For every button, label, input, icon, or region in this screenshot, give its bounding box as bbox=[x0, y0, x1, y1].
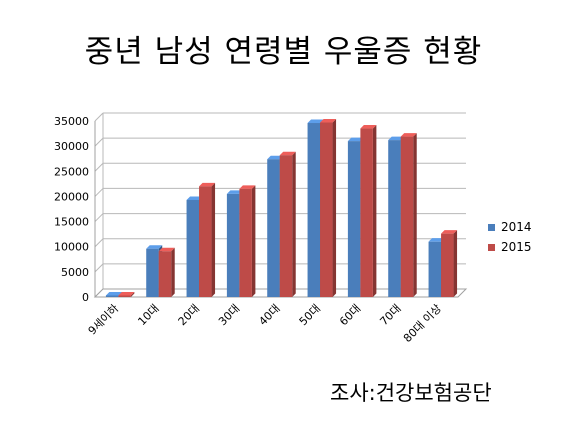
bar-2014-0 bbox=[105, 295, 119, 297]
bar-top bbox=[158, 247, 175, 252]
bar-2014-5 bbox=[307, 123, 321, 297]
y-tick-label: 30000 bbox=[54, 140, 89, 153]
bar-top bbox=[267, 155, 284, 160]
y-tick-label: 35000 bbox=[54, 115, 89, 128]
bar-2015-1 bbox=[158, 251, 172, 297]
bar-2014-4 bbox=[267, 159, 280, 297]
legend: 2014 2015 bbox=[488, 217, 532, 257]
bar-top bbox=[388, 136, 405, 141]
bar-side bbox=[332, 119, 337, 297]
legend-item-2015: 2015 bbox=[488, 237, 532, 257]
legend-swatch-2015 bbox=[488, 243, 495, 251]
bar-2015-2 bbox=[199, 186, 212, 297]
bar-2015-8 bbox=[441, 233, 454, 297]
bar-top bbox=[279, 151, 296, 156]
bar-2015-7 bbox=[400, 136, 414, 297]
bar-2014-2 bbox=[186, 199, 200, 297]
bar-2015-4 bbox=[279, 155, 293, 297]
bar-top bbox=[347, 137, 364, 142]
bar-2014-3 bbox=[226, 193, 240, 297]
x-tick-label: 9세이하 bbox=[85, 301, 121, 337]
x-tick-label: 30대 bbox=[216, 302, 242, 328]
source-note: 조사:건강보험공단 bbox=[330, 381, 492, 405]
bar-side bbox=[413, 133, 417, 297]
x-tick-label: 50대 bbox=[297, 302, 323, 328]
bar-2014-1 bbox=[146, 248, 159, 297]
x-tick-label: 60대 bbox=[337, 302, 363, 328]
gridline-diagonal bbox=[94, 263, 104, 273]
bar-side bbox=[251, 185, 256, 297]
y-tick-label: 15000 bbox=[54, 216, 89, 229]
gridline-diagonal bbox=[94, 188, 104, 197]
bar-top bbox=[105, 291, 122, 296]
bar-side bbox=[453, 230, 458, 297]
y-tick-label: 10000 bbox=[54, 241, 89, 254]
y-tick-label: 20000 bbox=[54, 190, 89, 203]
gridline-diagonal bbox=[94, 112, 104, 122]
bar-top bbox=[400, 133, 417, 137]
bar-2014-6 bbox=[347, 141, 361, 297]
y-tick-label: 0 bbox=[82, 291, 89, 304]
gridline-diagonal bbox=[94, 137, 104, 147]
x-tick-label: 80대 이상 bbox=[401, 302, 444, 345]
legend-label-2015: 2015 bbox=[501, 240, 532, 254]
x-tick-label: 70대 bbox=[377, 302, 403, 328]
gridline-diagonal bbox=[94, 238, 104, 248]
bar-top bbox=[360, 125, 377, 129]
y-tick-label: 5000 bbox=[61, 266, 89, 279]
bar-2015-3 bbox=[239, 188, 252, 297]
x-tick-label: 40대 bbox=[256, 302, 282, 328]
bar-side bbox=[211, 182, 216, 297]
bar-2015-5 bbox=[320, 122, 333, 297]
bar-top bbox=[186, 196, 203, 200]
bar-side bbox=[171, 247, 175, 297]
chart-title: 중년 남성 연령별 우울증 현황 bbox=[84, 34, 483, 70]
bar-side bbox=[372, 125, 377, 298]
bar-top bbox=[320, 119, 337, 123]
bar-top bbox=[441, 230, 458, 234]
bar-top bbox=[307, 119, 324, 124]
bar-2014-7 bbox=[388, 140, 401, 297]
x-tick-label: 20대 bbox=[176, 302, 202, 328]
x-tick-label: 10대 bbox=[135, 302, 161, 328]
y-tick-label: 25000 bbox=[54, 165, 89, 178]
bar-2015-6 bbox=[360, 128, 373, 297]
bar-top bbox=[118, 291, 135, 296]
legend-item-2014: 2014 bbox=[488, 217, 532, 237]
bar-top bbox=[239, 185, 256, 189]
bar-top bbox=[199, 182, 216, 187]
legend-swatch-2014 bbox=[488, 223, 495, 231]
legend-label-2014: 2014 bbox=[501, 220, 532, 234]
bar-side bbox=[292, 151, 296, 297]
bar-top bbox=[226, 190, 243, 194]
gridline-diagonal bbox=[94, 213, 104, 222]
bar-top bbox=[428, 238, 445, 242]
bar-2014-8 bbox=[428, 241, 442, 297]
bar-side bbox=[130, 291, 135, 297]
bar-2015-0 bbox=[118, 295, 131, 297]
bar-top bbox=[146, 245, 163, 249]
gridline-diagonal bbox=[94, 162, 104, 172]
